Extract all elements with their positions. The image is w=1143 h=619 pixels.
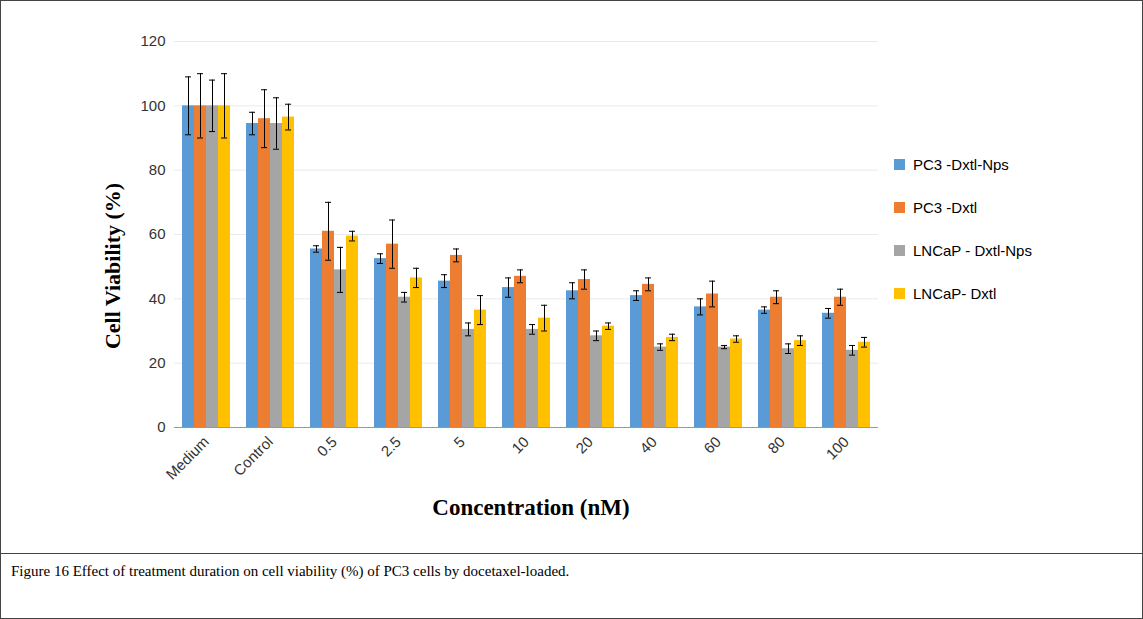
svg-text:20: 20: [572, 433, 596, 457]
html-text:LNCaP- Dxtl: LNCaP- Dxtl: [913, 285, 997, 302]
html-text:Concentration (nM): Concentration (nM): [432, 495, 630, 520]
svg-text:40: 40: [149, 290, 166, 307]
html-text:Cell Viability (%): Cell Viability (%): [100, 182, 125, 350]
html-text:PC3 -Dxtl: PC3 -Dxtl: [913, 199, 978, 216]
svg-text:40: 40: [636, 433, 660, 457]
svg-text:60: 60: [700, 433, 724, 457]
svg-text:10: 10: [508, 433, 532, 457]
html-text:Figure 16 Effect of treatment: Figure 16 Effect of treatment duration o…: [11, 563, 570, 579]
svg-text:0: 0: [157, 418, 165, 435]
svg-text:80: 80: [149, 161, 166, 178]
svg-text:2.5: 2.5: [377, 433, 404, 460]
svg-text:20: 20: [149, 354, 166, 371]
svg-text:0.5: 0.5: [313, 433, 340, 460]
html-text:LNCaP - Dxtl-Nps: LNCaP - Dxtl-Nps: [913, 242, 1032, 259]
svg-text:5: 5: [450, 433, 468, 451]
html-text:PC3 -Dxtl-Nps: PC3 -Dxtl-Nps: [913, 156, 1009, 173]
svg-text:Control: Control: [230, 433, 276, 479]
svg-text:100: 100: [140, 97, 165, 114]
svg-text:120: 120: [140, 32, 165, 49]
svg-text:100: 100: [822, 433, 852, 463]
svg-text:80: 80: [764, 433, 788, 457]
svg-text:Medium: Medium: [162, 433, 212, 483]
svg-text:60: 60: [149, 225, 166, 242]
